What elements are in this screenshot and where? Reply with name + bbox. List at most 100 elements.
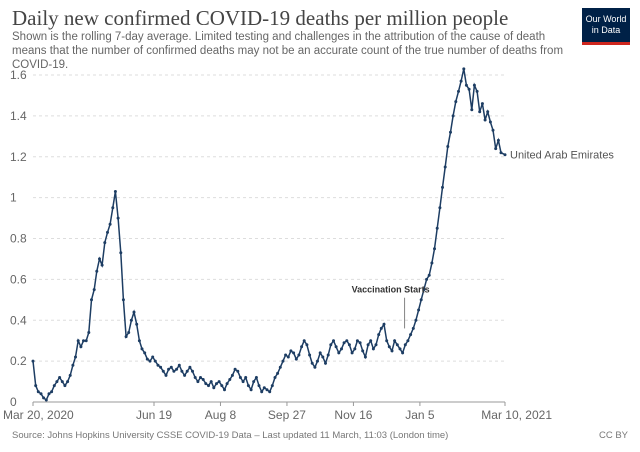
data-point <box>494 147 498 151</box>
data-point <box>55 380 59 384</box>
data-point <box>499 151 503 155</box>
data-point <box>42 396 46 400</box>
data-point <box>332 339 335 343</box>
data-point <box>427 273 431 277</box>
data-point <box>185 369 189 373</box>
data-point <box>308 353 312 357</box>
data-point <box>302 339 306 343</box>
data-point <box>488 120 492 124</box>
data-point <box>387 345 391 349</box>
data-point <box>82 339 85 343</box>
data-point <box>337 351 341 355</box>
data-point <box>148 359 152 363</box>
data-point <box>58 376 62 379</box>
license-link[interactable]: CC BY <box>598 430 628 441</box>
data-point <box>95 269 99 273</box>
data-point <box>52 384 56 388</box>
data-point <box>191 369 194 373</box>
data-point <box>169 365 173 369</box>
logo-line-2: in Data <box>591 25 621 35</box>
data-point <box>199 376 202 379</box>
data-point <box>161 369 165 373</box>
y-tick-label: 0.4 <box>10 313 27 327</box>
data-point <box>228 378 232 381</box>
data-point <box>406 339 410 343</box>
data-point <box>249 388 253 392</box>
data-point <box>342 341 346 345</box>
data-point <box>347 343 351 347</box>
data-point <box>472 83 476 87</box>
data-point <box>103 241 107 245</box>
data-point <box>454 100 458 104</box>
data-point <box>140 347 144 351</box>
data-point <box>369 339 373 343</box>
data-point <box>159 365 163 369</box>
data-point <box>36 390 40 394</box>
data-point <box>246 384 250 388</box>
data-point <box>71 363 75 367</box>
data-point <box>355 339 359 343</box>
data-point <box>310 361 314 365</box>
data-point <box>156 363 160 367</box>
data-point <box>345 339 349 343</box>
data-point <box>377 333 381 337</box>
series-layer: United Arab Emirates <box>31 67 614 402</box>
data-point <box>395 343 399 347</box>
source-note[interactable]: Source: Johns Hopkins University CSSE CO… <box>12 430 449 441</box>
data-point <box>318 351 322 355</box>
annotations: Vaccination Starts <box>352 285 430 329</box>
data-point <box>393 339 397 343</box>
data-point <box>438 206 442 210</box>
data-point <box>379 326 383 330</box>
y-tick-label: 1.4 <box>10 109 27 123</box>
data-point <box>119 251 123 255</box>
data-point <box>433 247 436 251</box>
axes: 0 0.2 0.4 0.6 0.8 1 1.2 1.4 1.6 Mar 20, 2020 Jun 1… <box>3 68 552 422</box>
data-point <box>441 185 444 189</box>
data-point <box>132 310 136 314</box>
data-point <box>457 89 460 93</box>
data-point <box>262 386 266 390</box>
data-point <box>300 345 304 349</box>
data-point <box>113 190 117 193</box>
y-tick-label: 1.2 <box>10 150 27 164</box>
data-point <box>66 380 70 384</box>
data-point <box>414 318 418 322</box>
data-point <box>116 216 120 220</box>
data-point <box>491 128 495 132</box>
data-point <box>284 353 288 357</box>
data-point <box>289 349 293 353</box>
data-point <box>270 384 274 388</box>
x-tick-label: Mar 20, 2020 <box>3 408 74 422</box>
data-point <box>419 298 423 302</box>
data-point <box>108 222 112 226</box>
data-point <box>236 369 240 373</box>
data-point <box>324 361 327 365</box>
data-point <box>121 298 125 302</box>
data-point <box>87 331 91 334</box>
data-point <box>268 390 272 394</box>
y-tick-label: 0.2 <box>10 354 27 368</box>
owid-logo[interactable]: Our World in Data <box>582 8 630 45</box>
data-point <box>92 288 96 292</box>
data-point <box>201 378 205 381</box>
data-point <box>292 351 296 355</box>
data-point <box>390 349 394 353</box>
data-point <box>350 351 354 355</box>
data-point <box>371 347 375 351</box>
data-point <box>31 359 35 363</box>
data-point <box>409 333 413 337</box>
data-point <box>449 130 452 134</box>
data-point <box>340 347 343 351</box>
data-point <box>430 261 434 265</box>
data-point <box>286 355 290 359</box>
data-point <box>425 277 429 281</box>
data-point <box>241 380 245 384</box>
data-point <box>486 110 490 114</box>
data-point <box>74 355 77 359</box>
data-point <box>209 380 213 384</box>
data-point <box>172 369 176 373</box>
data-point <box>111 206 115 210</box>
chart-title: Daily new confirmed COVID-19 deaths per … <box>12 6 509 30</box>
data-point <box>254 376 258 379</box>
